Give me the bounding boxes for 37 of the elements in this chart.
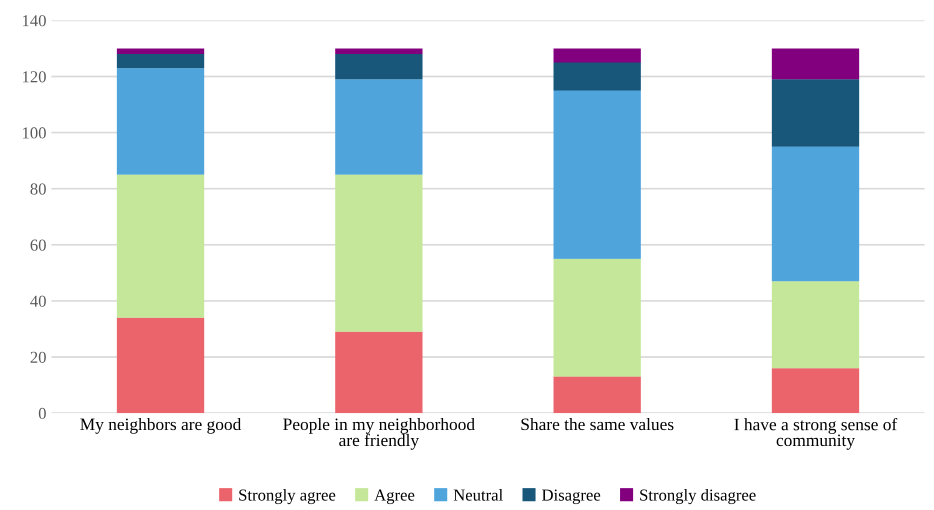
y-tick-label: 0 [38,408,46,420]
bar [116,174,204,318]
bar [772,79,860,147]
y-tick-label: 140 [22,15,46,26]
y-tick-label: 120 [22,71,46,82]
bar [772,48,860,80]
y-tick-label: 100 [22,127,46,139]
bar [772,146,860,282]
bar [116,48,204,54]
y-tick-label: 60 [30,240,46,251]
bar [772,368,860,414]
bar [335,79,423,175]
y-tick-label: 80 [30,183,46,195]
legend-label: Agree [374,490,414,504]
bar [335,332,423,414]
x-tick-label: People in my neighborhood are friendly [283,418,475,450]
legend-label: Disagree [542,489,600,504]
bar [335,174,423,332]
x-tick-label: I have a strong sense of community [734,418,898,450]
legend-label: Strongly disagree [640,488,756,504]
bar [116,54,204,68]
bar [554,62,641,91]
legend-label: Strongly agree [239,488,336,504]
bar [116,318,204,414]
bar [554,258,641,377]
x-tick-label: My neighbors are good [80,418,242,434]
bar [554,376,641,414]
bar [554,48,641,62]
bar [335,54,423,80]
bar [554,90,641,259]
legend-label: Neutral [454,488,503,501]
bar [335,48,423,54]
y-tick-label: 40 [30,296,46,307]
bar [772,281,860,368]
x-tick-label: Share the same values [521,418,674,430]
bar [116,68,204,175]
y-tick-label: 20 [30,352,46,363]
